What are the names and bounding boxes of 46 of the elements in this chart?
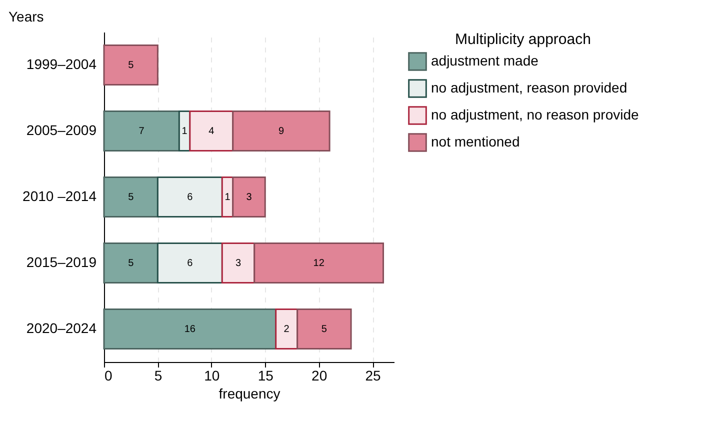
x-tick-label: 15 (258, 368, 274, 384)
bar (189, 110, 234, 152)
data-label: 5 (128, 60, 134, 71)
y-tick-label: 2015–2019 (26, 254, 97, 270)
y-tick-label: 2005–2009 (26, 122, 97, 138)
legend-label: adjustment made (431, 52, 539, 68)
bar (275, 308, 298, 350)
data-label: 5 (128, 192, 134, 203)
y-tick-label: 2020–2024 (26, 320, 97, 336)
legend-label: not mentioned (431, 134, 520, 150)
legend-title: Multiplicity approach (455, 31, 591, 48)
x-tick-label: 10 (204, 368, 220, 384)
data-label: 9 (278, 126, 284, 137)
bar (296, 308, 352, 350)
data-label: 2 (284, 324, 290, 335)
data-label: 16 (184, 324, 196, 335)
data-label: 3 (246, 192, 252, 203)
y-axis-title: Years (8, 8, 44, 24)
data-label: 5 (128, 258, 134, 269)
data-label: 7 (138, 126, 145, 137)
data-label: 6 (187, 258, 194, 269)
data-label: 3 (235, 258, 242, 269)
data-label: 12 (313, 258, 325, 269)
bar (221, 242, 256, 284)
bar (254, 242, 384, 284)
data-label: 6 (187, 192, 194, 203)
y-tick-label: 2010 –2014 (22, 188, 97, 204)
x-tick-label: 5 (154, 368, 162, 384)
bar (103, 176, 158, 218)
bar (232, 110, 330, 152)
legend-label: no adjustment, no reason provide (431, 106, 640, 122)
x-tick-label: 20 (312, 368, 328, 384)
y-tick-label: 1999–2004 (26, 56, 97, 72)
data-label: 1 (224, 192, 231, 203)
x-axis-title: frequency (218, 386, 280, 402)
data-label: 1 (182, 126, 188, 137)
bar (103, 242, 158, 284)
legend-label: no adjustment, reason provided (431, 80, 628, 96)
bar (232, 176, 266, 218)
bar (103, 110, 180, 152)
data-label: 5 (321, 324, 328, 335)
bar (103, 308, 277, 350)
x-tick-label: 25 (365, 368, 382, 384)
x-tick-label: 0 (104, 368, 112, 384)
bar (103, 44, 158, 86)
data-label: 4 (208, 126, 215, 137)
